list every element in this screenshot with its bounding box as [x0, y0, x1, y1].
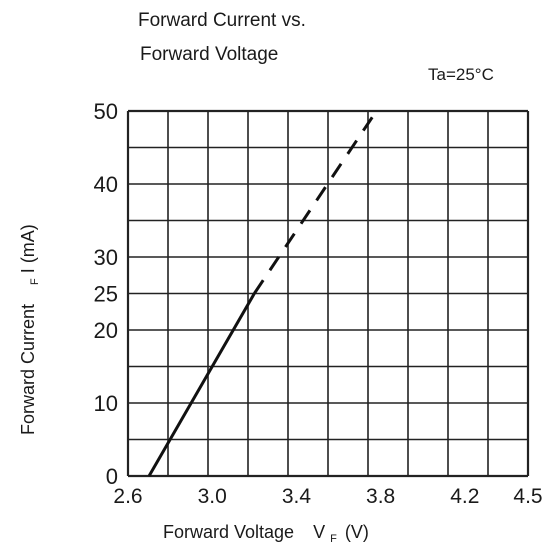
x-tick-label: 4.5 — [513, 485, 542, 508]
y-tick-labels: 0 10 20 25 30 40 50 — [94, 99, 118, 489]
x-tick-label: 3.0 — [198, 485, 227, 508]
chart-title-line1: Forward Current vs. — [138, 10, 306, 31]
x-axis-subscript: F — [330, 533, 337, 545]
x-axis-label: Forward Voltage V F (V) — [163, 522, 369, 546]
y-tick-label: 30 — [94, 245, 118, 270]
y-axis-subscript: F — [29, 278, 41, 285]
series-line-solid — [147, 292, 256, 477]
y-axis-label: Forward Current F I (mA) — [18, 224, 42, 435]
x-tick-label: 3.8 — [366, 485, 395, 508]
y-tick-label: 10 — [94, 391, 118, 416]
y-axis-label-text: Forward Current — [18, 304, 38, 435]
series-line-dashed — [253, 110, 378, 295]
condition-label: Ta=25°C — [428, 65, 494, 84]
x-axis-unit: (V) — [345, 522, 369, 542]
grid — [126, 109, 530, 478]
y-tick-label: 40 — [94, 172, 118, 197]
chart-title-line2: Forward Voltage — [140, 44, 278, 65]
y-tick-label: 25 — [94, 282, 118, 307]
y-tick-label: 0 — [106, 464, 118, 489]
x-tick-label: 4.2 — [450, 485, 479, 508]
x-tick-label: 3.4 — [282, 485, 312, 508]
x-axis-symbol: V — [313, 522, 325, 542]
y-tick-label: 20 — [94, 318, 118, 343]
series-lines — [147, 110, 378, 477]
x-tick-label: 2.6 — [113, 485, 142, 508]
y-tick-label: 50 — [94, 99, 118, 124]
y-axis-symbol: I (mA) — [18, 224, 38, 273]
x-axis-label-text: Forward Voltage — [163, 522, 294, 542]
x-tick-labels: 2.6 3.0 3.4 3.8 4.2 4.5 — [113, 485, 542, 508]
